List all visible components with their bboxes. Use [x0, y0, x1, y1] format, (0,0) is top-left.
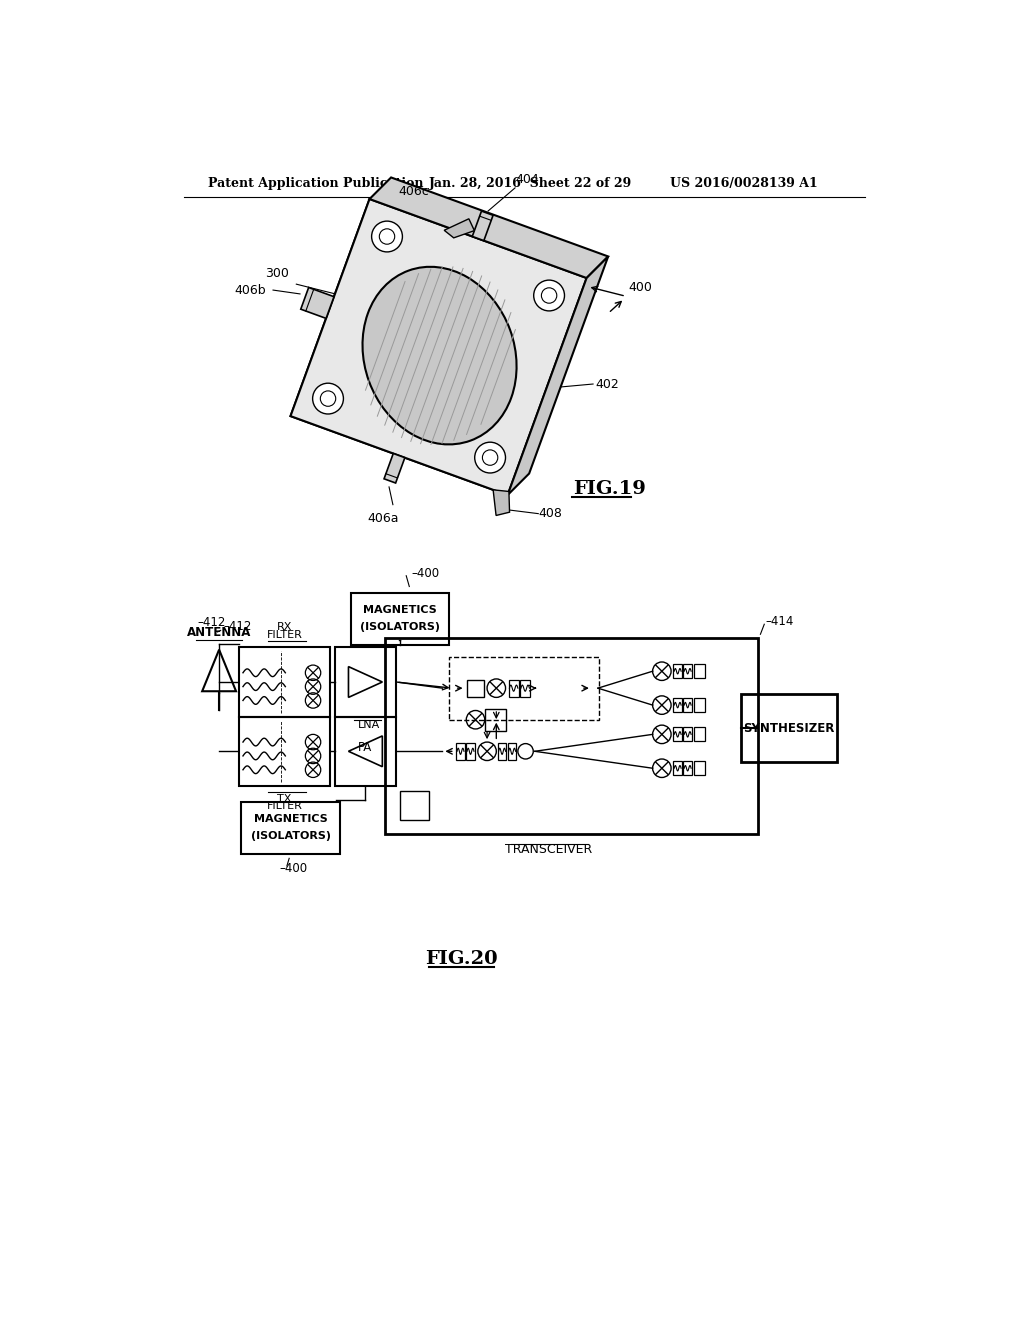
Polygon shape [301, 288, 334, 318]
Text: 400: 400 [629, 281, 652, 294]
Text: 402: 402 [595, 378, 620, 391]
Text: LNA: LNA [358, 721, 380, 730]
Bar [467, 680, 484, 697]
Circle shape [372, 222, 402, 252]
Bar [508, 743, 516, 760]
Bar [683, 727, 692, 742]
Bar [741, 694, 838, 762]
Text: FILTER: FILTER [266, 630, 302, 640]
Text: (ISOLATORS): (ISOLATORS) [251, 832, 331, 841]
Text: 406b: 406b [234, 284, 266, 297]
Polygon shape [370, 177, 608, 279]
Text: MAGNETICS: MAGNETICS [254, 814, 328, 824]
Text: –400: –400 [280, 862, 307, 875]
Polygon shape [444, 219, 474, 238]
Bar [385, 638, 758, 834]
Bar [240, 717, 330, 785]
Circle shape [475, 442, 506, 473]
Polygon shape [494, 490, 510, 516]
Text: 406c: 406c [398, 185, 429, 198]
Bar [466, 743, 475, 760]
Text: MAGNETICS: MAGNETICS [364, 605, 437, 615]
Text: Jan. 28, 2016  Sheet 22 of 29: Jan. 28, 2016 Sheet 22 of 29 [429, 177, 633, 190]
Text: RX: RX [276, 622, 292, 632]
Bar [674, 698, 682, 711]
Bar [683, 698, 692, 711]
Text: 300: 300 [265, 268, 290, 280]
Text: –412: –412 [223, 620, 251, 634]
Circle shape [534, 280, 564, 312]
Circle shape [312, 383, 343, 414]
Polygon shape [472, 211, 494, 240]
Bar [449, 656, 599, 719]
Bar [498, 743, 506, 760]
Text: FIG.19: FIG.19 [573, 480, 646, 499]
Text: US 2016/0028139 A1: US 2016/0028139 A1 [670, 177, 817, 190]
Bar [674, 727, 682, 742]
Bar [484, 709, 506, 730]
Polygon shape [508, 256, 608, 495]
Polygon shape [291, 199, 587, 495]
Bar [520, 680, 530, 697]
Bar [335, 647, 396, 717]
Text: SYNTHESIZER: SYNTHESIZER [743, 722, 835, 735]
Bar [351, 593, 450, 645]
Bar [694, 727, 705, 742]
Text: TRANSCEIVER: TRANSCEIVER [505, 843, 592, 855]
Text: –412: –412 [198, 616, 226, 630]
Text: (ISOLATORS): (ISOLATORS) [360, 622, 440, 631]
Bar [674, 762, 682, 775]
Bar [457, 743, 465, 760]
Bar [240, 647, 330, 717]
Bar [683, 664, 692, 678]
Bar [400, 791, 429, 820]
Bar [694, 664, 705, 678]
Text: FIG.20: FIG.20 [425, 950, 498, 968]
Text: –400: –400 [412, 566, 439, 579]
Text: 406a: 406a [368, 512, 398, 525]
Text: FILTER: FILTER [266, 801, 302, 812]
Bar [242, 803, 340, 854]
Polygon shape [384, 454, 404, 483]
Text: 408: 408 [539, 507, 562, 520]
Polygon shape [291, 199, 587, 495]
Text: 404: 404 [515, 173, 539, 186]
Text: PA: PA [358, 741, 373, 754]
Text: TX: TX [278, 793, 292, 804]
Text: Patent Application Publication: Patent Application Publication [208, 177, 423, 190]
Bar [509, 680, 518, 697]
Bar [694, 698, 705, 711]
Text: –414: –414 [766, 615, 795, 628]
Ellipse shape [362, 267, 516, 445]
Bar [674, 664, 682, 678]
Bar [335, 717, 396, 785]
Bar [694, 762, 705, 775]
Bar [683, 762, 692, 775]
Text: ANTENNA: ANTENNA [187, 626, 251, 639]
